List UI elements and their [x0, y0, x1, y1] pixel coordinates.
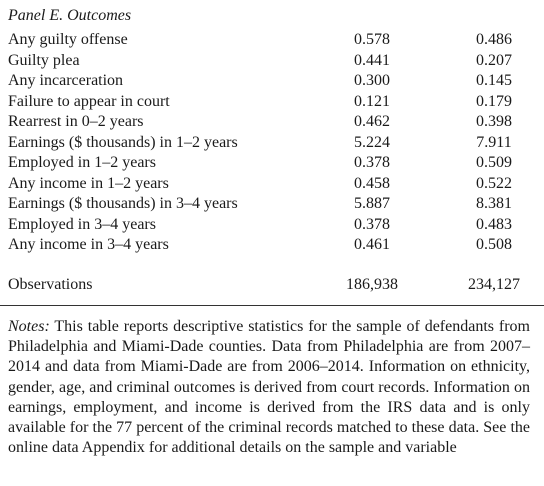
row-label: Failure to appear in court	[8, 92, 170, 110]
table-row: Any income in 1–2 years 0.458 0.522	[0, 174, 544, 195]
table-row: Earnings ($ thousands) in 1–2 years 5.22…	[0, 133, 544, 154]
table-row: Any guilty offense 0.578 0.486	[0, 30, 544, 51]
row-label: Rearrest in 0–2 years	[8, 113, 144, 130]
philadelphia-value: 0.378	[354, 154, 390, 171]
panel-title: Panel E. Outcomes	[8, 7, 132, 24]
row-label: Any incarceration	[8, 72, 124, 89]
table-row: Earnings ($ thousands) in 3–4 years 5.88…	[0, 194, 544, 215]
miami-dade-value: 0.207	[476, 51, 512, 69]
philadelphia-observations: 186,938	[346, 276, 398, 293]
row-label: Any income in 3–4 years	[8, 236, 169, 253]
row-label: Earnings ($ thousands) in 3–4 years	[8, 195, 238, 212]
philadelphia-value: 0.441	[354, 51, 390, 69]
row-label: Guilty plea	[8, 51, 80, 69]
miami-dade-value: 0.483	[476, 215, 512, 233]
row-label: Employed in 1–2 years	[8, 154, 156, 171]
miami-dade-value: 0.508	[476, 236, 512, 253]
table-row: Guilty plea 0.441 0.207	[0, 51, 544, 72]
table-row: Employed in 3–4 years 0.378 0.483	[0, 215, 544, 236]
row-label: Any income in 1–2 years	[8, 174, 169, 192]
miami-dade-value: 0.179	[476, 92, 512, 110]
miami-dade-value: 0.509	[476, 154, 512, 171]
table-row: Any incarceration 0.300 0.145	[0, 71, 544, 92]
table-row: Failure to appear in court 0.121 0.179	[0, 92, 544, 113]
philadelphia-value: 0.578	[354, 31, 390, 48]
miami-dade-value: 0.398	[476, 113, 512, 130]
miami-dade-value: 0.522	[476, 174, 512, 192]
table-bottom-rule	[0, 305, 544, 306]
observations-label: Observations	[8, 276, 93, 293]
miami-dade-value: 0.486	[476, 31, 512, 48]
miami-dade-value: 7.911	[476, 133, 512, 151]
row-label: Earnings ($ thousands) in 1–2 years	[8, 133, 238, 151]
miami-dade-value: 0.145	[476, 72, 512, 89]
miami-dade-observations: 234,127	[468, 276, 520, 293]
philadelphia-value: 0.461	[354, 236, 390, 253]
table-row: Any income in 3–4 years 0.461 0.508	[0, 235, 544, 256]
row-label: Employed in 3–4 years	[8, 215, 156, 233]
notes-text: This table reports descriptive statistic…	[8, 318, 530, 457]
row-label: Any guilty offense	[8, 31, 128, 48]
outcomes-table: Any guilty offense 0.578 0.486 Guilty pl…	[0, 30, 544, 256]
philadelphia-value: 0.378	[354, 215, 390, 233]
philadelphia-value: 0.121	[354, 92, 390, 110]
philadelphia-value: 0.458	[354, 174, 390, 192]
philadelphia-value: 0.462	[354, 113, 390, 130]
table-row: Employed in 1–2 years 0.378 0.509	[0, 153, 544, 174]
miami-dade-value: 8.381	[476, 195, 512, 212]
philadelphia-value: 5.224	[354, 133, 390, 151]
philadelphia-value: 0.300	[354, 72, 390, 89]
table-notes: Notes: This table reports descriptive st…	[8, 317, 530, 458]
table-row: Rearrest in 0–2 years 0.462 0.398	[0, 112, 544, 133]
philadelphia-value: 5.887	[354, 195, 390, 212]
observations-row: Observations 186,938 234,127	[0, 275, 544, 295]
notes-label: Notes:	[8, 318, 50, 335]
